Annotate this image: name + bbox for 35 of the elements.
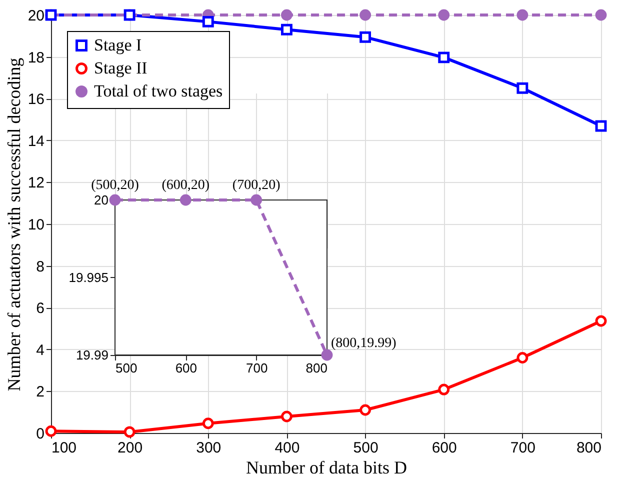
y-tick-label: 18 xyxy=(28,49,44,66)
y-tick-label: 16 xyxy=(28,91,44,108)
x-tick-label: 300 xyxy=(196,440,222,456)
x-axis-title: Number of data bits D xyxy=(246,458,407,478)
y-tick-label: 6 xyxy=(36,300,44,318)
x-tick-label: 500 xyxy=(353,440,378,456)
x-tick-label: 700 xyxy=(510,440,536,456)
legend-label: Stage II xyxy=(94,58,148,78)
annotation: (800,19.99) xyxy=(331,336,397,351)
legend-label: Total of two stages xyxy=(94,82,223,100)
y-tick-label: 2 xyxy=(36,384,44,401)
x-tick-label: 600 xyxy=(175,360,198,376)
y-tick-label: 14 xyxy=(28,132,44,150)
y-tick-label: 20 xyxy=(28,8,44,24)
y-tick-label: 4 xyxy=(36,342,44,359)
annotation: (700,20) xyxy=(232,178,281,193)
x-tick-label: 800 xyxy=(576,440,602,456)
x-tick-label: 400 xyxy=(274,440,300,456)
y-tick-label: 12 xyxy=(28,174,44,192)
y-tick-label: 19.995 xyxy=(68,270,108,285)
y-tick-label: 0 xyxy=(36,426,44,442)
x-tick-label: 200 xyxy=(118,440,143,456)
x-tick-label: 500 xyxy=(116,360,138,376)
x-tick-label: 800 xyxy=(306,360,328,376)
y-tick-label: 8 xyxy=(36,258,44,276)
annotation: (600,20) xyxy=(162,178,210,193)
y-tick-label: 19.99 xyxy=(76,348,108,362)
x-tick-label: 700 xyxy=(246,360,268,376)
annotation: (500,20) xyxy=(91,178,140,193)
x-tick-label: 600 xyxy=(432,440,457,456)
y-tick-label: 20 xyxy=(94,192,108,208)
y-tick-label: 10 xyxy=(28,216,44,234)
legend-label: Stage I xyxy=(94,36,142,54)
y-axis-title: Number of actuators with successful decoding xyxy=(4,58,24,392)
x-tick-label: 100 xyxy=(52,440,77,456)
